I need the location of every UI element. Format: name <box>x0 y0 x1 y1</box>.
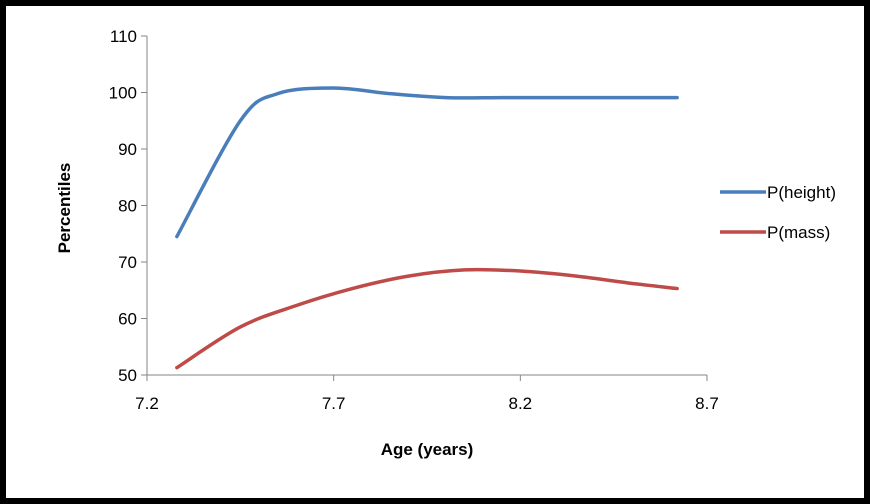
legend-label: P(mass) <box>767 223 830 242</box>
legend: P(height) P(mass) <box>720 183 836 242</box>
y-tick-label: 70 <box>118 253 137 272</box>
x-tick-label: 7.2 <box>135 394 159 413</box>
x-tick-label: 8.2 <box>509 394 533 413</box>
tick-labels: 50 60 70 80 90 100 110 7.2 7.7 8.2 8.7 <box>109 27 719 413</box>
axes <box>141 35 708 381</box>
y-tick-label: 90 <box>118 140 137 159</box>
y-tick-label: 50 <box>118 366 137 385</box>
y-tick-label: 100 <box>109 84 137 103</box>
legend-label: P(height) <box>767 183 836 202</box>
series-line-mass <box>175 267 679 370</box>
y-tick-label: 110 <box>110 27 137 46</box>
series-line-height <box>175 86 679 239</box>
y-tick-label: 60 <box>118 310 137 329</box>
series-lines <box>175 86 679 370</box>
x-axis-title: Age (years) <box>381 440 474 459</box>
y-axis-title: Percentiles <box>55 163 74 254</box>
x-tick-label: 7.7 <box>322 394 346 413</box>
y-tick-label: 80 <box>118 197 137 216</box>
x-tick-label: 8.7 <box>695 394 719 413</box>
